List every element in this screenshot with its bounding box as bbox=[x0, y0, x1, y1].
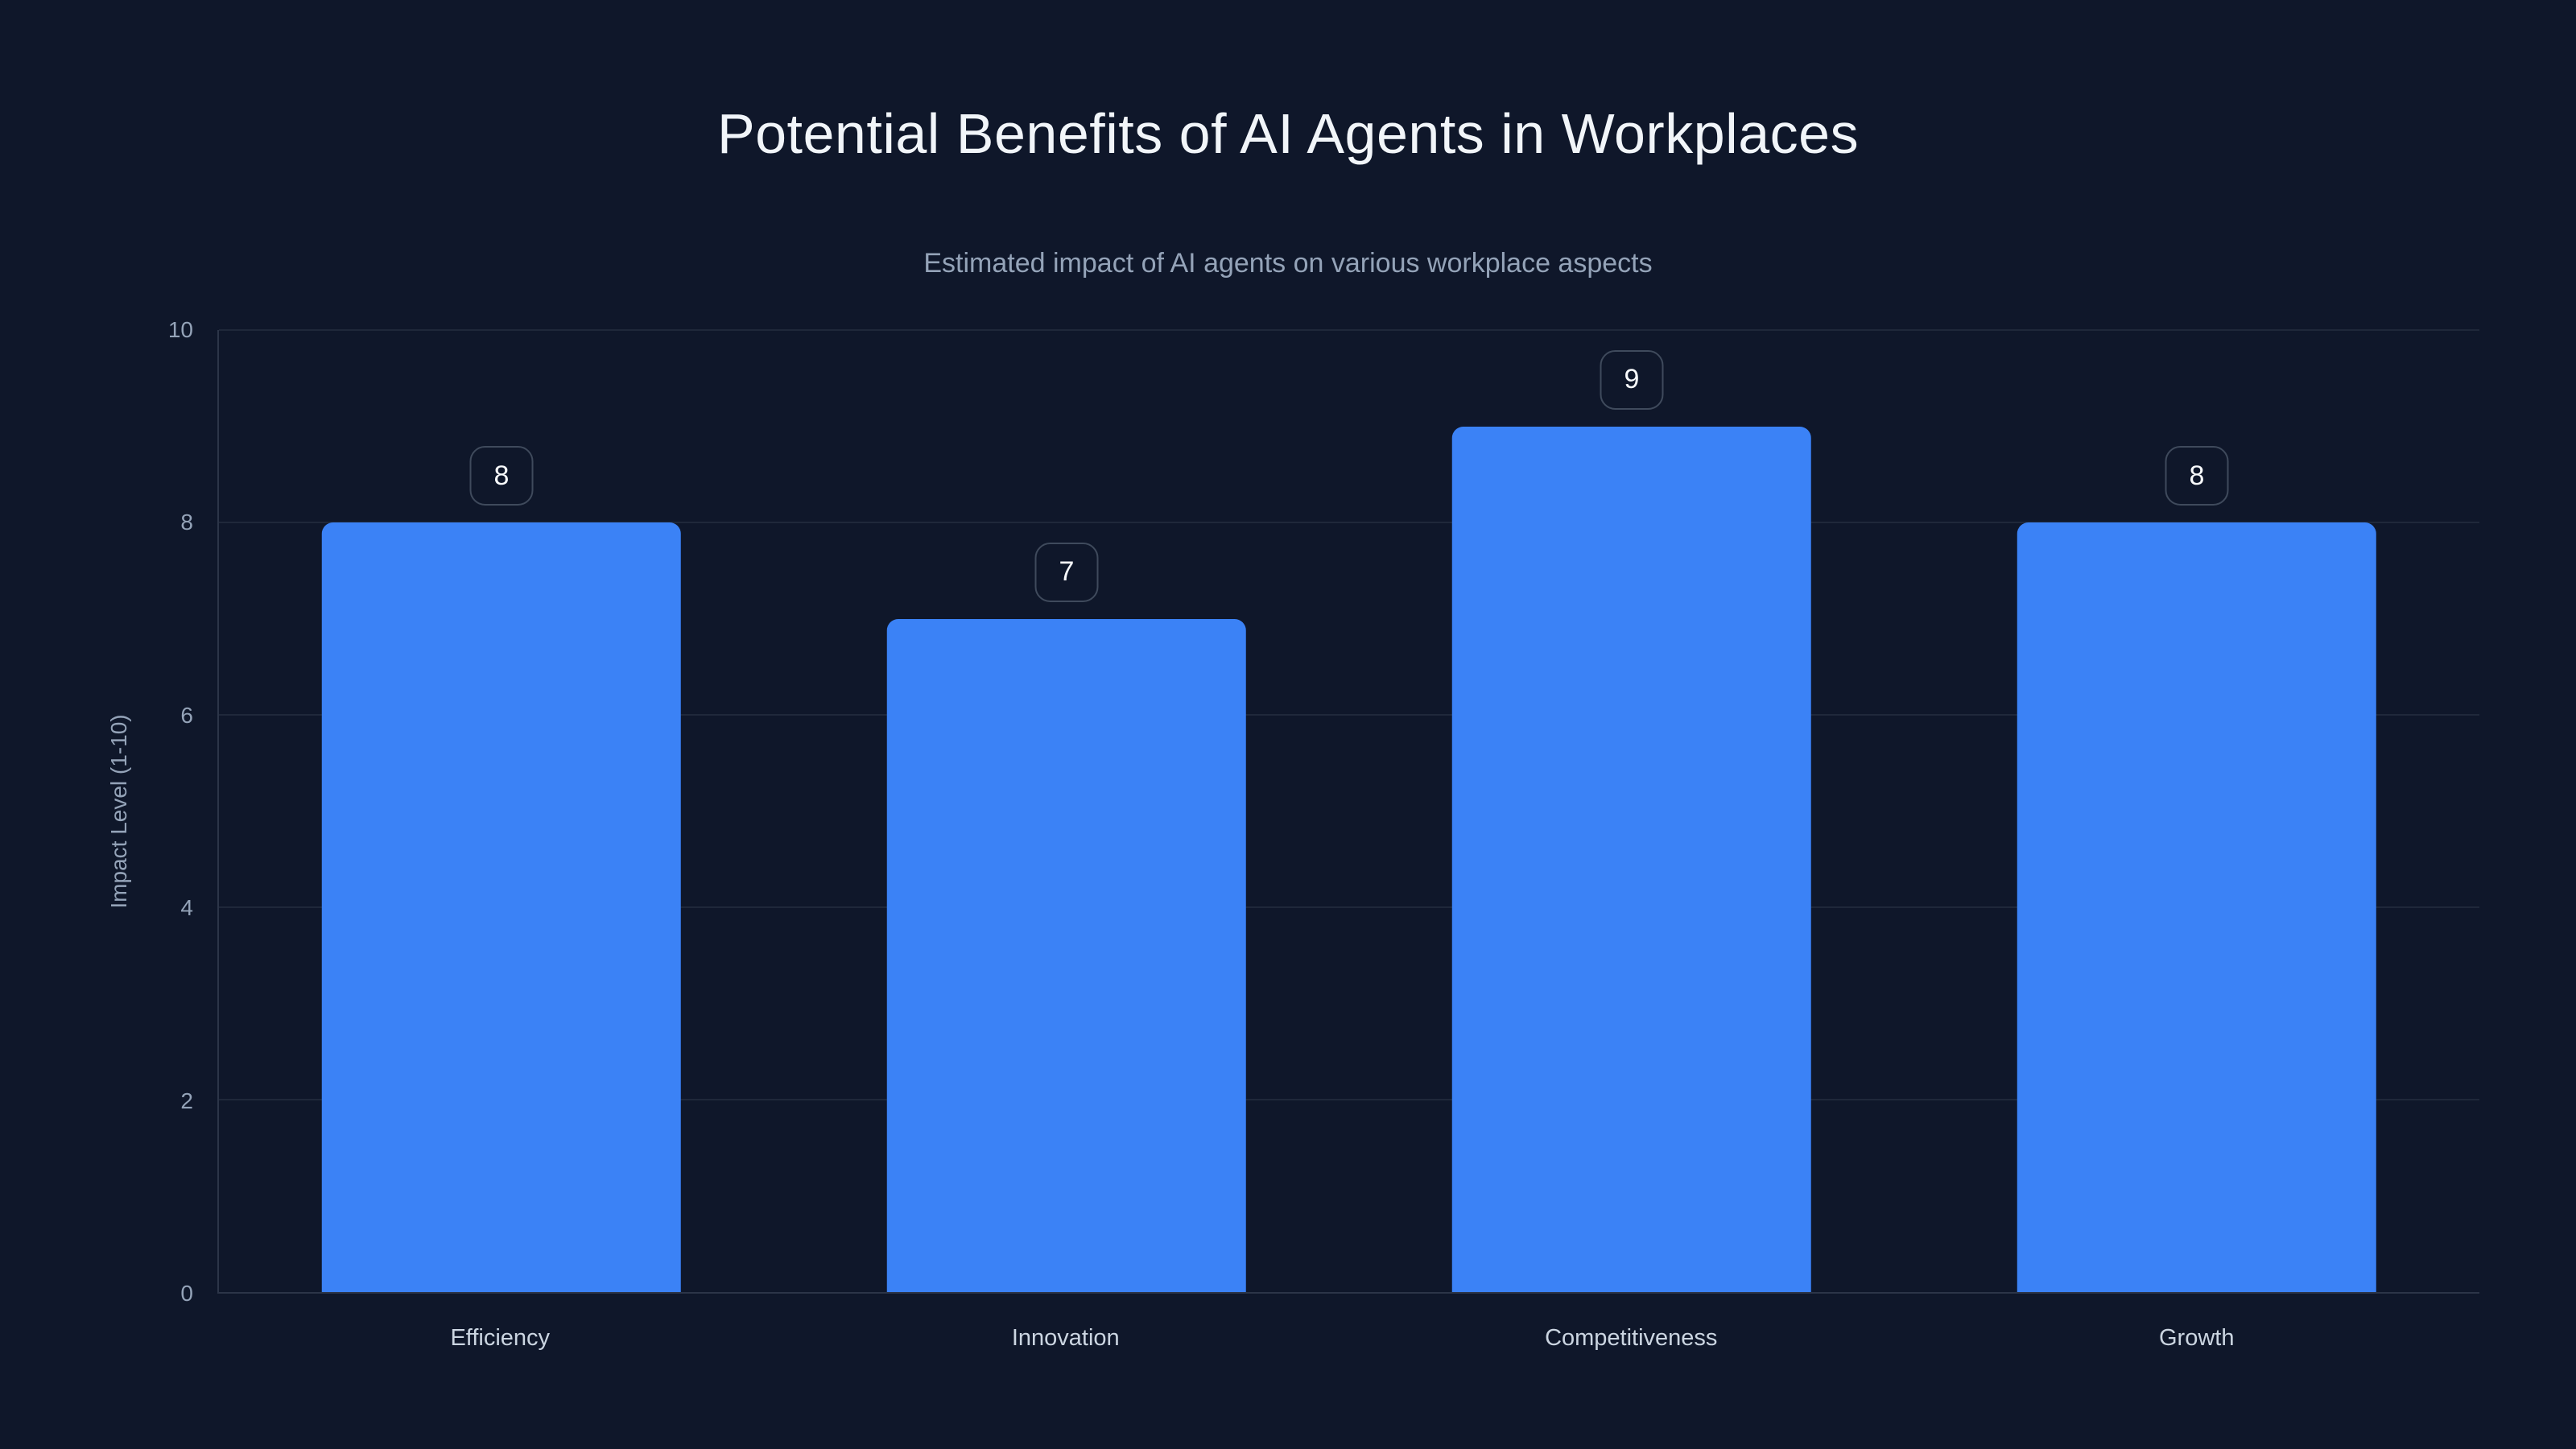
bar-cell-growth: 8 bbox=[1914, 330, 2479, 1292]
y-tick-label: 2 bbox=[180, 1088, 193, 1113]
bar-cell-efficiency: 8 bbox=[219, 330, 784, 1292]
bar-innovation bbox=[886, 618, 1247, 1292]
y-tick-label: 10 bbox=[167, 317, 193, 342]
y-tick-label: 0 bbox=[180, 1281, 193, 1306]
bars: 8 7 9 8 bbox=[219, 330, 2479, 1292]
bar-competitiveness bbox=[1451, 426, 1812, 1292]
x-axis-label-innovation: Innovation bbox=[1011, 1325, 1120, 1351]
x-axis-label-efficiency: Efficiency bbox=[450, 1325, 551, 1351]
chart-title: Potential Benefits of AI Agents in Workp… bbox=[716, 102, 1860, 165]
chart-subtitle: Estimated impact of AI agents on various… bbox=[923, 248, 1653, 279]
bar-efficiency bbox=[321, 522, 682, 1292]
y-tick-label: 4 bbox=[180, 895, 193, 921]
y-tick-label: 8 bbox=[180, 510, 193, 535]
bar-growth bbox=[2017, 522, 2377, 1292]
gridline bbox=[219, 714, 2479, 716]
bar-cell-competitiveness: 9 bbox=[1349, 330, 1914, 1292]
gridline bbox=[219, 522, 2479, 523]
value-badge-growth: 8 bbox=[2165, 446, 2229, 506]
value-badge-competitiveness: 9 bbox=[1600, 349, 1664, 410]
x-axis-labels: Efficiency Innovation Competitiveness Growt… bbox=[217, 1325, 2479, 1352]
gridline bbox=[219, 906, 2479, 908]
value-badge-efficiency: 8 bbox=[469, 446, 534, 506]
value-badge-innovation: 7 bbox=[1034, 542, 1099, 602]
x-axis-label-growth: Growth bbox=[2159, 1325, 2235, 1351]
bar-cell-innovation: 7 bbox=[784, 330, 1349, 1292]
gridline bbox=[219, 329, 2479, 331]
y-axis-ticks: 0 2 4 6 8 10 bbox=[0, 317, 193, 1306]
plot-area: 8 7 9 8 bbox=[217, 329, 2479, 1294]
y-tick-label: 6 bbox=[180, 702, 193, 728]
gridlines bbox=[219, 329, 2479, 1292]
x-axis-label-competitiveness: Competitiveness bbox=[1545, 1325, 1718, 1351]
gridline bbox=[219, 1099, 2479, 1100]
